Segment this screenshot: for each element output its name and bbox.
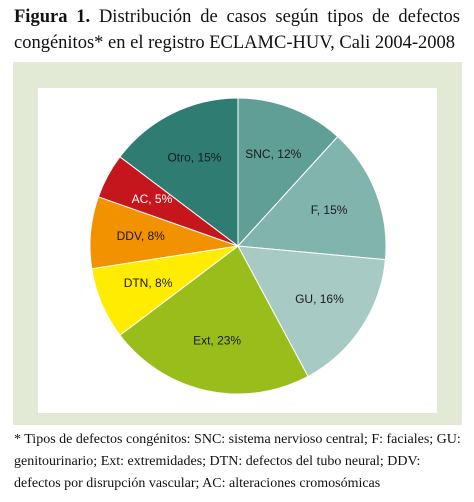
figure-label: Figura 1.: [14, 7, 91, 27]
pie-slice: [119, 97, 239, 248]
pie-slice: [119, 245, 309, 395]
title-text: Distribución de casos según tipos de def…: [14, 7, 461, 53]
pie-slice: [236, 135, 387, 261]
slice-label: Otro, 15%: [167, 151, 221, 165]
slice-label: SNC, 12%: [245, 147, 301, 161]
pie-slice: [237, 245, 386, 378]
slice-label: GU, 16%: [295, 292, 344, 306]
footnote: * Tipos de defectos congénitos: SNC: sis…: [14, 432, 461, 491]
slice-label: DTN, 8%: [124, 276, 173, 290]
slice-label: DDV, 8%: [117, 229, 166, 243]
slice-label: F, 15%: [311, 203, 348, 217]
pie-slice: [237, 97, 339, 248]
slice-label: Ext, 23%: [193, 334, 241, 348]
slice-label: AC, 5%: [132, 192, 173, 206]
figure-title: Figura 1. Distribución de casos según ti…: [14, 4, 460, 56]
